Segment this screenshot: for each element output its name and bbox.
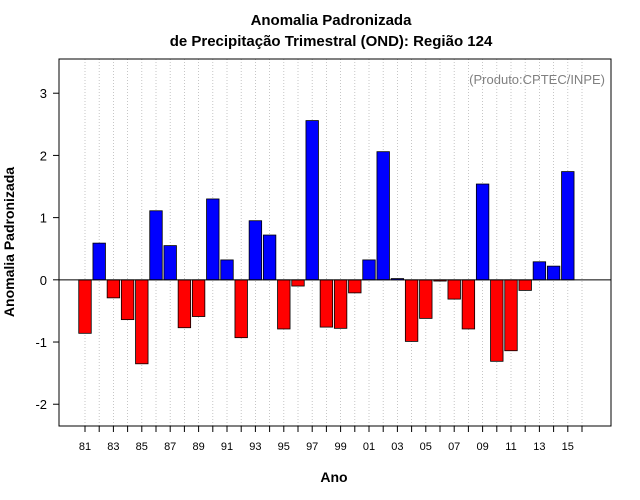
y-axis-label: Anomalia Padronizada: [1, 167, 17, 317]
bar-90: [206, 198, 220, 281]
bar-87: [163, 245, 177, 281]
bar-05: [419, 279, 433, 319]
bar-12: [518, 279, 532, 291]
x-tick-label-07: 07: [448, 441, 460, 453]
y-tick-label-0: 0: [40, 273, 47, 288]
bar-93: [248, 220, 263, 281]
plot-frame: [58, 58, 612, 427]
bar-09: [475, 183, 490, 281]
bar-13: [532, 261, 547, 281]
bar-83: [106, 279, 121, 299]
bar-85: [135, 279, 149, 365]
y-tick-label-3: 3: [40, 86, 47, 101]
bar-89: [191, 279, 206, 317]
chart-title-line1: Anomalia Padronizada: [251, 12, 413, 29]
x-tick-label-89: 89: [192, 441, 204, 453]
x-tick-label-11: 11: [505, 441, 516, 453]
x-tick-label-95: 95: [278, 441, 290, 453]
bar-11: [504, 279, 518, 352]
bar-99: [333, 279, 348, 329]
x-tick-label-05: 05: [420, 441, 432, 453]
source-annotation: (Produto:CPTEC/INPE): [469, 72, 605, 87]
x-axis: 81 83 85 87 89 91 93 95 97 99 01 03 05 07 09 11 13 15: [79, 426, 583, 453]
y-tick-label-1: 1: [40, 211, 47, 226]
y-tick-label-2: 2: [40, 148, 47, 163]
x-tick-label-81: 81: [79, 441, 91, 453]
bar-91: [220, 259, 234, 281]
bar-96: [291, 279, 305, 287]
bar-01: [362, 259, 376, 281]
x-tick-label-85: 85: [136, 441, 148, 453]
x-tick-label-15: 15: [562, 441, 574, 453]
bar-10: [490, 279, 504, 362]
bar-81: [78, 279, 92, 334]
bar-04: [404, 279, 419, 342]
bar-84: [120, 279, 135, 321]
x-tick-label-83: 83: [107, 441, 119, 453]
bar-98: [319, 279, 334, 328]
x-tick-label-91: 91: [221, 441, 233, 453]
x-tick-label-01: 01: [363, 441, 375, 453]
bar-15: [561, 171, 575, 281]
bar-82: [92, 242, 106, 281]
bar-14: [546, 265, 561, 281]
chart-title-line2: de Precipitação Trimestral (OND): Região…: [170, 33, 493, 50]
bar-08: [461, 279, 476, 330]
bar-95: [277, 279, 291, 330]
x-tick-label-97: 97: [306, 441, 318, 453]
x-tick-label-13: 13: [533, 441, 545, 453]
bar-88: [177, 279, 192, 329]
x-tick-label-99: 99: [334, 441, 346, 453]
bar-02: [376, 151, 390, 281]
bar-86: [149, 210, 163, 281]
bar-00: [348, 279, 362, 294]
bar-92: [234, 279, 248, 339]
x-tick-label-93: 93: [249, 441, 261, 453]
x-tick-label-09: 09: [476, 441, 488, 453]
bar-94: [262, 234, 277, 281]
x-tick-label-03: 03: [391, 441, 403, 453]
bar-07: [447, 279, 461, 300]
bar-97: [305, 120, 319, 281]
y-axis: -2 -1 0 1 2 3: [35, 86, 59, 412]
y-tick-label--2: -2: [35, 397, 47, 412]
bars: [78, 120, 575, 365]
x-tick-label-87: 87: [164, 441, 176, 453]
x-axis-label: Ano: [320, 469, 347, 485]
y-tick-label--1: -1: [35, 335, 47, 350]
